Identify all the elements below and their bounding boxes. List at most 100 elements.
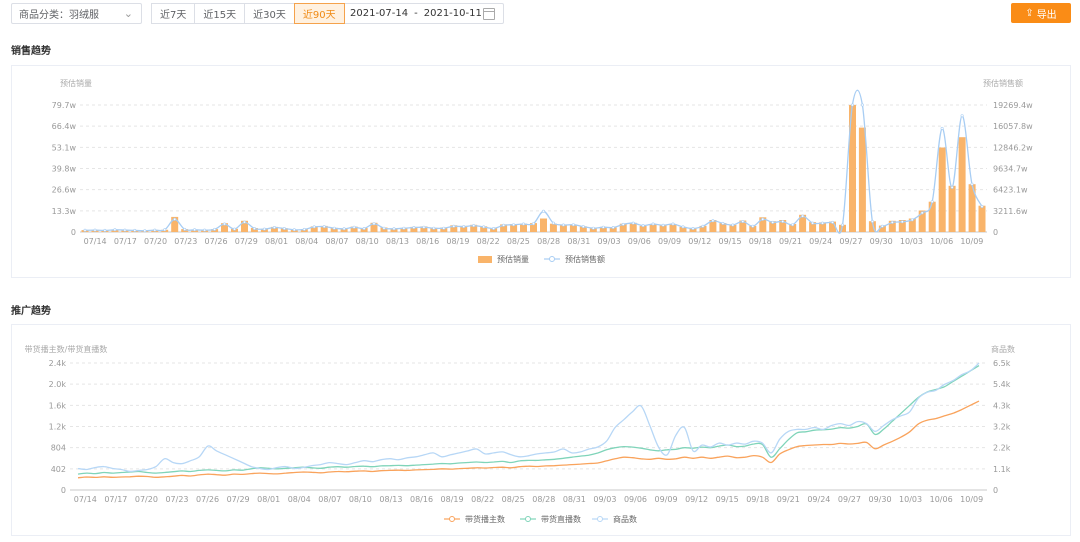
bar-sales-volume (480, 226, 488, 232)
x-tick-label: 08/16 (410, 495, 433, 504)
y-tick-right: 1.1k (993, 465, 1011, 474)
point-sales-amount (213, 227, 217, 231)
point-sales-amount (661, 223, 665, 227)
bar-sales-volume (280, 228, 288, 232)
bar-sales-volume (669, 224, 677, 232)
legend-live-count-label: 带货直播数 (541, 514, 581, 524)
y-axis-label-right: 预估销售额 (983, 78, 1023, 88)
point-sales-amount (811, 221, 815, 225)
date-range-tabs: 近7天 近15天 近30天 近90天 (151, 3, 345, 24)
point-sales-amount (801, 214, 805, 218)
bar-sales-volume (410, 226, 418, 232)
y-tick-left: 804 (51, 444, 66, 453)
x-tick-label: 07/14 (74, 495, 97, 504)
bar-sales-volume (709, 220, 717, 232)
bar-sales-volume (809, 222, 817, 232)
bar-sales-volume (380, 227, 388, 232)
x-tick-label: 09/21 (779, 237, 802, 246)
y-tick-right: 0 (993, 228, 998, 237)
x-tick-label: 08/25 (502, 495, 525, 504)
y-tick-right: 5.4k (993, 380, 1011, 389)
legend-label-sales-amount: 预估销售额 (565, 254, 605, 264)
point-sales-amount (761, 217, 765, 221)
x-tick-label: 07/20 (144, 237, 167, 246)
bar-sales-volume (659, 225, 667, 232)
bar-sales-volume (938, 147, 946, 232)
y-tick-left: 79.7w (52, 101, 77, 110)
bar-sales-volume (779, 220, 787, 232)
point-sales-amount (781, 220, 785, 224)
y-tick-left: 2.4k (49, 359, 67, 368)
point-sales-amount (920, 211, 924, 215)
point-sales-amount (751, 224, 755, 228)
x-tick-label: 09/18 (749, 237, 772, 246)
y-tick-left: 2.0k (49, 380, 67, 389)
bar-sales-volume (858, 127, 866, 232)
line-sales-amount (84, 89, 983, 234)
point-sales-amount (442, 226, 446, 230)
range-7-days[interactable]: 近7天 (151, 3, 196, 24)
x-tick-label: 09/12 (688, 237, 711, 246)
y-tick-right: 4.3k (993, 401, 1011, 410)
x-tick-label: 10/03 (899, 495, 922, 504)
x-tick-label: 07/17 (104, 495, 127, 504)
bar-sales-volume (898, 220, 906, 232)
point-sales-amount (880, 224, 884, 228)
export-button[interactable]: ⇪ 导出 (1011, 3, 1071, 23)
bar-sales-volume (540, 218, 547, 232)
bar-sales-volume (968, 184, 976, 232)
bar-sales-volume (829, 221, 836, 232)
x-tick-label: 09/06 (628, 237, 651, 246)
x-tick-label: 09/15 (718, 237, 741, 246)
point-sales-amount (870, 220, 874, 224)
bar-sales-volume (799, 214, 807, 232)
point-sales-amount (890, 220, 894, 224)
bar-sales-volume (928, 201, 936, 232)
range-90-days[interactable]: 近90天 (293, 3, 345, 24)
range-30-days[interactable]: 近30天 (244, 3, 295, 24)
point-sales-amount (412, 226, 416, 230)
bar-sales-volume (868, 221, 876, 232)
y-tick-left: 66.4w (52, 122, 77, 131)
x-tick-label: 07/14 (84, 237, 107, 246)
point-sales-amount (432, 226, 436, 230)
category-select[interactable]: 商品分类：羽绒服 ⌄ (11, 3, 142, 24)
point-sales-amount (183, 227, 187, 231)
x-tick-label: 09/27 (838, 495, 861, 504)
bar-sales-volume (719, 223, 727, 232)
point-sales-amount (422, 225, 426, 229)
point-sales-amount (352, 225, 356, 229)
point-sales-amount (362, 227, 366, 231)
date-range-picker[interactable]: 2021-07-14 - 2021-10-11 (339, 3, 504, 24)
bar-sales-volume (510, 224, 518, 232)
x-tick-label: 09/03 (598, 237, 621, 246)
point-sales-amount (472, 224, 476, 228)
export-button-label: 导出 (1036, 9, 1057, 21)
chevron-down-icon: ⌄ (123, 7, 133, 20)
x-tick-label: 09/30 (868, 495, 891, 504)
point-sales-amount (591, 226, 595, 230)
y-tick-right: 3211.6w (993, 207, 1028, 216)
point-sales-amount (402, 226, 406, 230)
point-sales-amount (631, 221, 635, 225)
range-15-days[interactable]: 近15天 (194, 3, 246, 24)
x-tick-label: 07/26 (205, 237, 228, 246)
x-tick-label: 08/16 (416, 237, 439, 246)
point-sales-amount (541, 209, 545, 213)
bar-sales-volume (908, 218, 916, 232)
bar-sales-volume (849, 105, 856, 232)
y-tick-left: 26.6w (52, 186, 77, 195)
point-sales-amount (103, 228, 107, 232)
point-sales-amount (571, 223, 575, 227)
point-sales-amount (492, 227, 496, 231)
point-sales-amount (123, 228, 127, 232)
bar-sales-volume (888, 220, 896, 232)
point-sales-amount (521, 222, 525, 226)
point-sales-amount (223, 222, 227, 226)
point-sales-amount (940, 126, 944, 130)
point-sales-amount (910, 218, 914, 222)
point-sales-amount (840, 223, 844, 227)
point-sales-amount (482, 225, 486, 229)
x-tick-label: 10/06 (930, 495, 953, 504)
bar-sales-volume (699, 225, 707, 232)
